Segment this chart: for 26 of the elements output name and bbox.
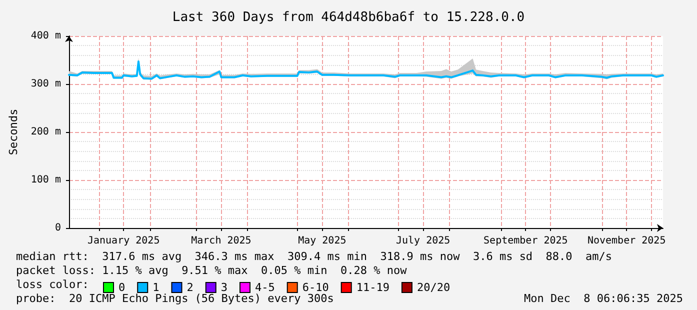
legend-label: 2 <box>186 281 194 294</box>
x-tick-label: March 2025 <box>191 236 252 246</box>
legend-label: 4-5 <box>254 281 275 294</box>
legend-label: 11-19 <box>356 281 390 294</box>
legend-label: 20/20 <box>416 281 450 294</box>
x-tick-label: September 2025 <box>484 236 568 246</box>
legend-label: 3 <box>220 281 228 294</box>
y-axis-title: Seconds <box>7 108 20 156</box>
y-tick-label: 400 m <box>30 30 61 42</box>
legend-label: 6-10 <box>302 281 329 294</box>
y-tick-label: 300 m <box>30 78 61 90</box>
legend-label: 0 <box>118 281 126 294</box>
y-tick-label: 200 m <box>30 126 61 138</box>
chart-title: Last 360 Days from 464d48b6ba6f to 15.228.0.0 <box>172 10 525 25</box>
x-tick-label: May 2025 <box>298 236 346 246</box>
legend-label: 1 <box>152 281 160 294</box>
text: median rtt: 317.6 ms avg 346.3 ms max 309.4 ms min 318.9 ms now 3.6 ms sd 88.0 am/s <box>16 250 612 263</box>
text: Mon Dec 8 06:06:35 2025 <box>524 292 684 305</box>
text: probe: 20 ICMP Echo Pings (56 Bytes) every 300s <box>16 292 334 305</box>
y-tick-label: 0 <box>54 222 61 234</box>
x-tick-label: November 2025 <box>587 236 666 246</box>
legend-title: loss color: <box>16 278 89 291</box>
y-tick-label: 100 m <box>30 174 61 186</box>
text: packet loss: 1.15 % avg 9.51 % max 0.05 % min 0.28 % now <box>16 264 408 277</box>
x-tick-label: January 2025 <box>87 236 160 246</box>
x-tick-label: July 2025 <box>396 236 450 246</box>
